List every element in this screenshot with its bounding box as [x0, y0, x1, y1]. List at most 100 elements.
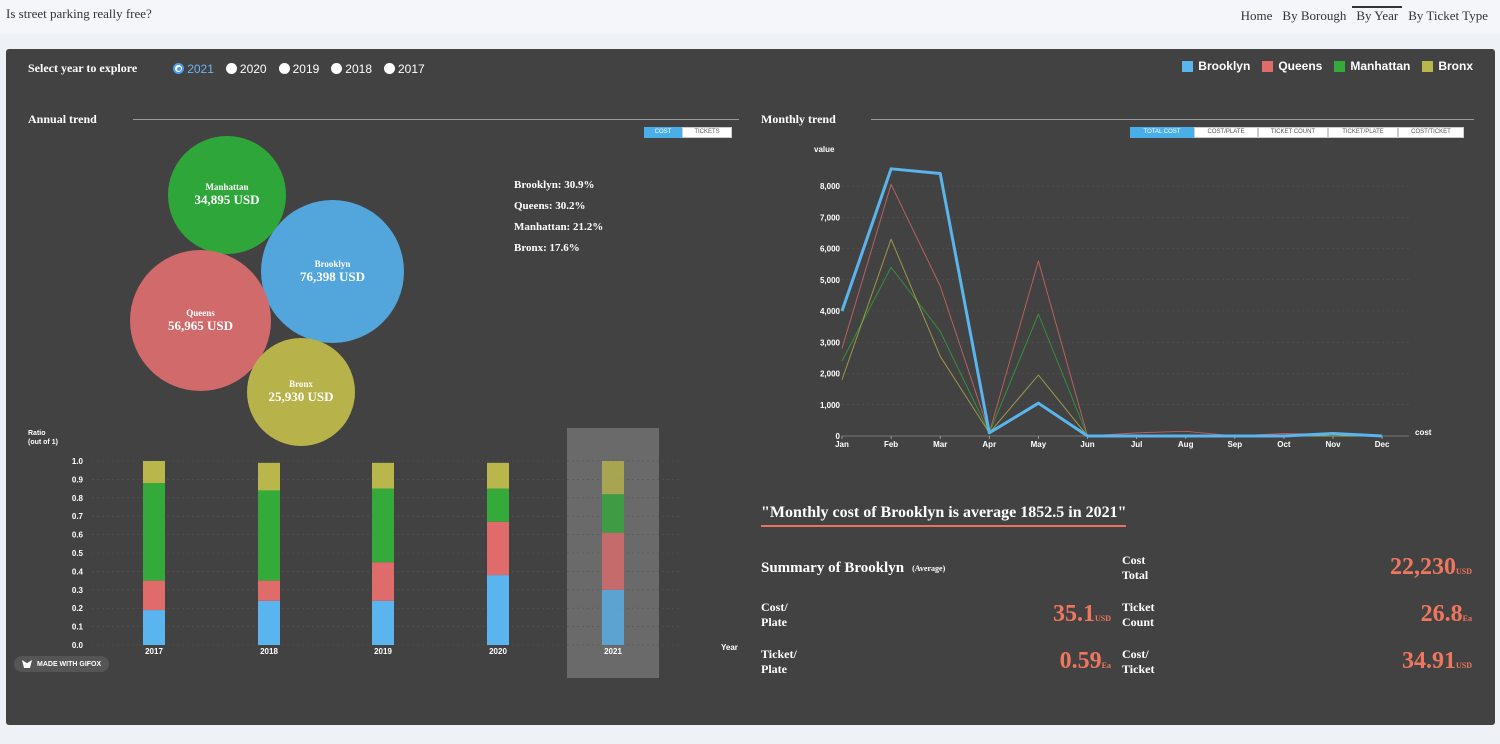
bar-segment-manhattan	[602, 494, 624, 533]
metric-unit: Ea	[1462, 614, 1472, 623]
pct-manhattan: Manhattan: 21.2%	[514, 221, 604, 233]
y-tick-label: 4,000	[820, 307, 841, 316]
bubble-brooklyn[interactable]: Brooklyn 76,398 USD	[261, 200, 404, 343]
bar-segment-bronx	[143, 461, 165, 484]
year-select-label: Select year to explore	[28, 61, 138, 75]
toggle-total-cost[interactable]: TOTAL COST	[1130, 127, 1194, 138]
metric-number: 26.8	[1420, 601, 1463, 627]
site-title: Is street parking really free?	[6, 6, 152, 21]
year-radio-2020[interactable]: 2020	[225, 61, 267, 76]
radio-dot-icon	[331, 63, 343, 74]
summary-title-text: Summary of Brooklyn	[761, 560, 905, 576]
legend-label: Brooklyn	[1198, 59, 1251, 73]
radio-dot-icon	[173, 63, 185, 74]
toggle-cost-plate[interactable]: COST/PLATE	[1194, 127, 1258, 138]
y-tick-label: 0.1	[72, 623, 84, 632]
bubble-value: 76,398 USD	[299, 268, 365, 284]
year-radio-2021[interactable]: 2021	[173, 62, 214, 76]
bar-segment-brooklyn	[143, 610, 165, 645]
legend-brooklyn: Brooklyn	[1182, 59, 1250, 73]
annual-toggle-group: COST TICKETS	[644, 127, 732, 138]
y-tick-label: 0.8	[72, 494, 84, 503]
gifox-badge[interactable]: MADE WITH GIFOX	[14, 656, 110, 672]
year-radio-2018[interactable]: 2018	[331, 62, 372, 76]
bubble-name: Queens	[186, 307, 215, 318]
bubble-bronx[interactable]: Bronx 25,930 USD	[247, 338, 355, 446]
y-tick-label: 0.6	[72, 531, 84, 540]
year-radio-2019[interactable]: 2019	[278, 61, 320, 76]
y-axis-label: value	[814, 145, 835, 154]
line-series-manhattan	[841, 266, 1383, 437]
y-tick-label: 7,000	[820, 213, 841, 222]
bubble-name: Brooklyn	[314, 258, 351, 269]
toggle-cost-ticket[interactable]: COST/TICKET	[1398, 127, 1464, 138]
pct-bronx: Bronx: 17.6%	[514, 242, 580, 254]
bar-segment-queens	[143, 580, 165, 611]
pct-queens: Queens: 30.2%	[514, 200, 586, 212]
toggle-ticket-count[interactable]: TICKET COUNT	[1258, 127, 1328, 138]
monthly-trend-title: Monthly trend	[761, 112, 836, 126]
toggle-ticket-plate[interactable]: TICKET/PLATE	[1328, 127, 1398, 138]
x-tick-label: Feb	[884, 440, 898, 449]
y-tick-label: 8,000	[820, 182, 841, 191]
year-radio-label: 2019	[292, 61, 320, 76]
y-tick-label: 0.0	[72, 641, 84, 650]
section-divider	[871, 119, 1474, 120]
x-tick-label: Oct	[1277, 440, 1291, 449]
y-tick-label: 0.3	[72, 586, 84, 595]
bar-segment-bronx	[372, 462, 394, 489]
y-tick-label: 1,000	[820, 401, 841, 410]
y-tick-label: 3,000	[820, 338, 841, 347]
bar-segment-brooklyn	[372, 600, 394, 645]
top-bar: Is street parking really free? Home By B…	[0, 0, 1500, 34]
bubble-value: 34,895 USD	[194, 192, 260, 207]
fox-icon	[22, 660, 32, 668]
bar-segment-brooklyn	[602, 589, 624, 645]
y-tick-label: 5,000	[820, 276, 841, 285]
toggle-tickets[interactable]: TICKETS	[682, 127, 732, 138]
monthly-cost-quote: "Monthly cost of Brooklyn is average 185…	[761, 504, 1127, 527]
nav-home[interactable]: Home	[1240, 8, 1273, 23]
main-nav: Home By Borough By Year By Ticket Type	[1235, 6, 1492, 24]
metric-unit: Ea	[1101, 661, 1111, 670]
line-series-bronx	[841, 238, 1383, 437]
x-tick-label: Jan	[835, 440, 849, 449]
x-tick-label: Jun	[1080, 440, 1094, 449]
toggle-cost[interactable]: COST	[644, 127, 682, 138]
x-tick-label: Sep	[1227, 440, 1242, 449]
metric-number: 22,230	[1389, 554, 1456, 580]
year-radio-2017[interactable]: 2017	[384, 62, 425, 76]
metric-value-cost-ticket: 34.91USD	[1306, 648, 1472, 675]
bar-segment-queens	[372, 562, 394, 601]
metric-value-cost-plate: 35.1USD	[1006, 601, 1111, 628]
annual-trend-title: Annual trend	[28, 112, 97, 126]
bar-segment-bronx	[258, 462, 280, 491]
x-tick-label: 2018	[260, 647, 278, 656]
bubble-value: 56,965 USD	[167, 317, 233, 333]
nav-by-borough[interactable]: By Borough	[1282, 8, 1347, 23]
metric-number: 35.1	[1052, 601, 1095, 627]
metric-unit: USD	[1455, 567, 1472, 576]
y-axis-label: (out of 1)	[28, 439, 58, 446]
bar-segment-manhattan	[143, 483, 165, 581]
x-tick-label: 2019	[374, 647, 392, 656]
y-tick-label: 0.4	[72, 567, 84, 576]
line-series-queens	[841, 183, 1383, 437]
bubble-queens[interactable]: Queens 56,965 USD	[130, 250, 271, 391]
metric-value-ticket-count: 26.8Ea	[1306, 601, 1472, 628]
bubble-manhattan[interactable]: Manhattan 34,895 USD	[168, 136, 286, 254]
bubble-name: Bronx	[289, 379, 313, 389]
nav-by-ticket-type[interactable]: By Ticket Type	[1408, 8, 1488, 23]
metric-label-ticket-count: Ticket Count	[1122, 600, 1155, 629]
year-selector: Select year to explore 2021 2020 2019 20…	[28, 61, 437, 76]
nav-by-year[interactable]: By Year	[1352, 6, 1403, 24]
monthly-toggle-group: TOTAL COST COST/PLATE TICKET COUNT TICKE…	[1130, 127, 1464, 138]
x-tick-label: Apr	[982, 440, 996, 449]
metric-number: 0.59	[1059, 648, 1102, 674]
year-radio-label: 2020	[239, 61, 267, 76]
bar-segment-queens	[487, 521, 509, 576]
legend-manhattan: Manhattan	[1334, 59, 1410, 73]
borough-legend: Brooklyn Queens Manhattan Bronx	[1182, 59, 1473, 73]
legend-label: Manhattan	[1350, 59, 1411, 73]
x-tick-label: 2021	[604, 647, 622, 656]
